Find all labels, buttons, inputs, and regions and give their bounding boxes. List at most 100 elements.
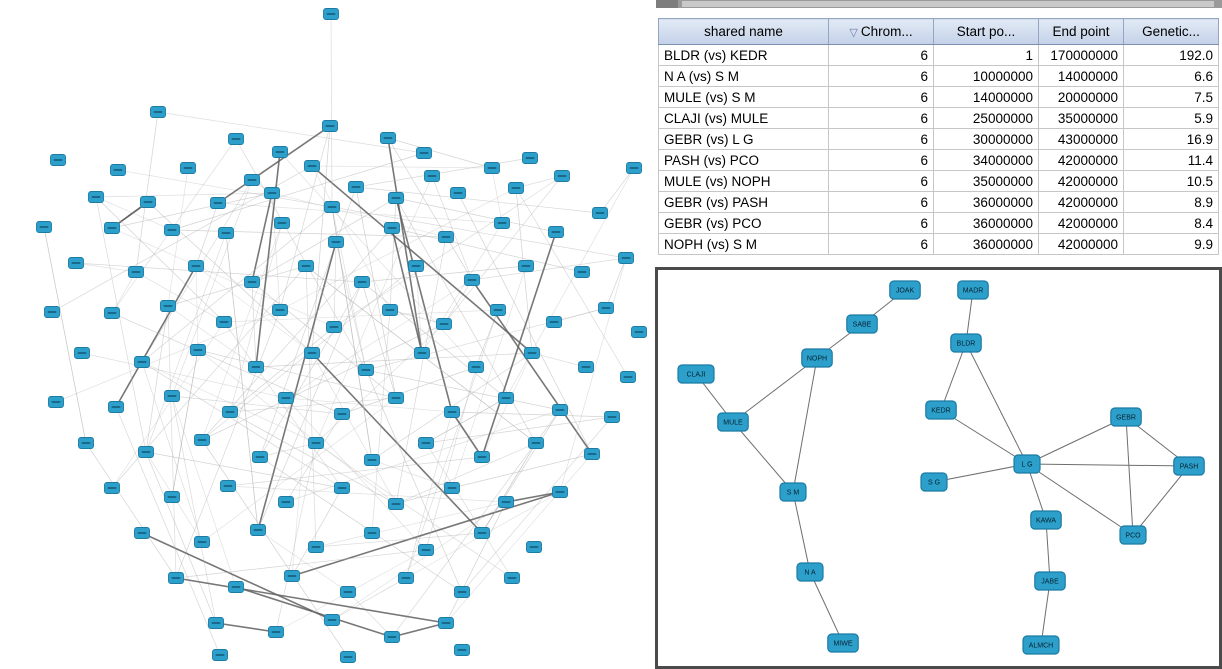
- node-label-smudge: [327, 206, 337, 208]
- network-edge: [481, 352, 533, 458]
- node-label: MULE: [723, 420, 743, 427]
- node-label-smudge: [507, 577, 517, 579]
- table-row[interactable]: PASH (vs) PCO 6 34000000 42000000 11.4: [658, 149, 1219, 171]
- table-row[interactable]: N A (vs) S M 6 10000000 14000000 6.6: [658, 65, 1219, 87]
- network-edge: [341, 366, 477, 415]
- network-edge: [111, 312, 343, 415]
- node-label-smudge: [555, 409, 565, 411]
- node-label-smudge: [71, 262, 81, 264]
- node-label-smudge: [549, 321, 559, 323]
- network-node-lg[interactable]: [1013, 454, 1041, 474]
- node-label-smudge: [153, 111, 163, 113]
- network-edge: [43, 226, 87, 444]
- network-node-kedr[interactable]: [925, 400, 957, 420]
- table-row[interactable]: GEBR (vs) L G 6 30000000 43000000 16.9: [658, 128, 1219, 150]
- horizontal-scrollbar[interactable]: [656, 0, 1222, 8]
- network-node-almch[interactable]: [1022, 635, 1060, 655]
- network-node-gebr[interactable]: [1110, 407, 1142, 427]
- node-label-smudge: [197, 439, 207, 441]
- network-node-mule[interactable]: [717, 412, 749, 432]
- network-edge: [732, 421, 794, 493]
- network-edge: [1026, 416, 1127, 465]
- node-label-smudge: [337, 413, 347, 415]
- node-label-smudge: [171, 577, 181, 579]
- network-edge: [167, 305, 177, 579]
- large-network-panel[interactable]: [0, 0, 655, 669]
- node-label: GEBR: [1116, 415, 1136, 422]
- network-node-sg[interactable]: [920, 472, 948, 492]
- node-label-smudge: [361, 369, 371, 371]
- network-edge: [365, 307, 607, 371]
- table-row[interactable]: MULE (vs) S M 6 14000000 20000000 7.5: [658, 86, 1219, 108]
- filter-icon[interactable]: ▽: [849, 27, 858, 39]
- network-edge: [515, 187, 629, 378]
- column-header-startpo[interactable]: Start po...: [933, 18, 1039, 45]
- network-edge: [251, 281, 397, 399]
- node-label-smudge: [163, 305, 173, 307]
- table-cell: 14000000: [1038, 65, 1124, 87]
- column-header-genetic[interactable]: Genetic...: [1123, 18, 1219, 45]
- network-node-noph[interactable]: [801, 348, 833, 368]
- node-label: MADR: [963, 288, 984, 295]
- network-node-sabe[interactable]: [846, 314, 878, 334]
- network-node-jabe[interactable]: [1034, 571, 1066, 591]
- network-node-kawa[interactable]: [1030, 510, 1062, 530]
- large-network-graph[interactable]: [0, 0, 655, 669]
- network-edge: [559, 257, 627, 493]
- edge-attribute-table: shared name ▽ Chrom... Start po... End point…: [658, 18, 1219, 255]
- network-edge: [235, 586, 393, 638]
- node-label-smudge: [267, 192, 277, 194]
- small-network-graph[interactable]: JOAK MADR SABE BLDR NOPH CLAJI KEDR GEBR MULE L G…: [658, 270, 1219, 666]
- network-edge: [330, 13, 333, 208]
- table-row[interactable]: GEBR (vs) PASH 6 36000000 42000000 8.9: [658, 191, 1219, 213]
- column-header-endpoint[interactable]: End point: [1038, 18, 1124, 45]
- network-edge: [1132, 465, 1190, 536]
- column-header-sharedname[interactable]: shared name: [658, 18, 829, 45]
- network-edge: [157, 111, 425, 154]
- network-edge: [141, 361, 343, 489]
- column-header-chrom[interactable]: ▽ Chrom...: [828, 18, 934, 45]
- network-edge: [171, 395, 217, 624]
- network-node-miwe[interactable]: [827, 633, 859, 653]
- node-label: L G: [1021, 462, 1032, 469]
- network-node-pco[interactable]: [1119, 525, 1147, 545]
- node-label-smudge: [47, 311, 57, 313]
- network-edge: [443, 175, 563, 325]
- node-label-smudge: [213, 202, 223, 204]
- network-node-na[interactable]: [796, 562, 824, 582]
- node-label-smudge: [501, 501, 511, 503]
- table-row[interactable]: CLAJI (vs) MULE 6 25000000 35000000 5.9: [658, 107, 1219, 129]
- node-label-smudge: [91, 196, 101, 198]
- scrollbar-thumb[interactable]: [682, 1, 1214, 7]
- network-edge: [451, 453, 593, 489]
- table-row[interactable]: MULE (vs) NOPH 6 35000000 42000000 10.5: [658, 170, 1219, 192]
- network-node-claji[interactable]: [677, 364, 715, 384]
- node-label-smudge: [417, 352, 427, 354]
- node-label-smudge: [343, 656, 353, 658]
- table-row[interactable]: BLDR (vs) KEDR 6 1 170000000 192.0: [658, 44, 1219, 66]
- node-label-smudge: [385, 309, 395, 311]
- network-node-joak[interactable]: [889, 280, 921, 300]
- table-row[interactable]: NOPH (vs) S M 6 36000000 42000000 9.9: [658, 233, 1219, 255]
- table-cell: 43000000: [1038, 128, 1124, 150]
- network-edge: [311, 165, 533, 354]
- node-label-smudge: [557, 175, 567, 177]
- network-edge: [257, 529, 349, 593]
- network-edge: [792, 491, 811, 573]
- network-edge: [43, 226, 87, 444]
- node-label-smudge: [421, 442, 431, 444]
- network-node-madr[interactable]: [957, 280, 989, 300]
- node-label-smudge: [131, 271, 141, 273]
- table-cell: 6: [828, 149, 934, 171]
- table-row[interactable]: GEBR (vs) PCO 6 36000000 42000000 8.4: [658, 212, 1219, 234]
- network-edge: [279, 151, 477, 368]
- network-node-pash[interactable]: [1173, 456, 1205, 476]
- network-edge: [201, 439, 349, 658]
- network-edge: [315, 175, 433, 444]
- network-edge: [111, 192, 273, 229]
- network-node-bldr[interactable]: [950, 333, 982, 353]
- network-edge: [457, 192, 593, 455]
- scrollbar-corner: [656, 0, 678, 8]
- network-edge: [311, 352, 397, 505]
- network-node-sm[interactable]: [779, 482, 807, 502]
